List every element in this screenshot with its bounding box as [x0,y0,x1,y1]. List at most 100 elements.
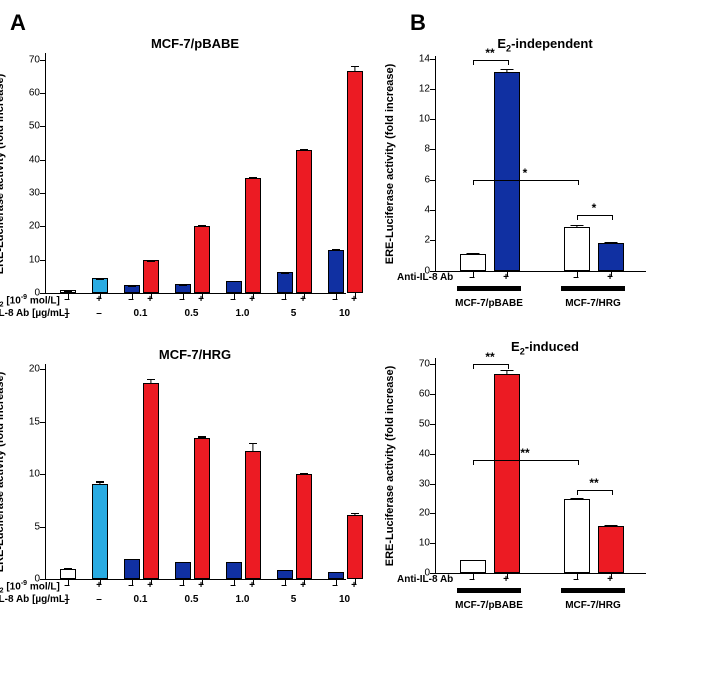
y-tick-label: 20 [16,364,40,375]
y-tick-label: 70 [16,54,40,65]
x-tick-e2: + [96,580,102,591]
x-tick-e2: + [351,580,357,591]
group-underline [561,286,625,291]
significance-bracket [473,460,579,465]
bar [124,559,140,579]
bar [175,284,191,293]
x-tick-e2: – [332,294,338,305]
plot-area: 010203040506070****** [435,358,646,574]
significance-bracket [577,215,613,220]
y-axis-label: ERE-Luciferase activity (fold increase) [384,63,396,264]
group-underline [561,588,625,593]
chart: MCF-7/HRGERE-Luciferase activity (fold i… [10,347,380,608]
x-row-ab-label: Anti-IL-8 Ab [µg/mL] [0,308,93,319]
y-tick-label: 14 [406,53,430,64]
bar [598,243,624,270]
x-tick-ab: 0.1 [134,594,148,605]
bar [296,150,312,293]
x-tick-ab: – [96,594,102,605]
y-tick-label: 2 [406,235,430,246]
x-tick-e2: + [300,294,306,305]
chart: E2-independentERE-Luciferase activity (f… [400,36,690,314]
y-tick-label: 30 [406,478,430,489]
x-tick-ab: – [469,574,475,585]
x-row-ab-label: Anti-IL-8 Ab [µg/mL] [0,594,93,605]
bar [60,569,76,579]
bar [328,572,344,579]
y-axis-label: ERE-Luciferase activity (fold increase) [0,372,6,573]
bar [194,226,210,293]
significance-bracket [473,180,579,185]
bar [296,474,312,579]
x-row-ab-label: Anti-IL-8 Ab [397,574,517,585]
x-tick-e2: + [147,580,153,591]
y-tick-label: 20 [406,508,430,519]
chart: MCF-7/pBABEERE-Luciferase activity (fold… [10,36,380,322]
y-tick-label: 15 [16,416,40,427]
significance-bracket [473,60,509,65]
x-tick-ab: 0.5 [185,594,199,605]
significance-text: * [523,166,528,180]
x-row-ab-label: Anti-IL-8 Ab [397,272,517,283]
y-axis-label: ERE-Luciferase activity (fold increase) [384,366,396,567]
x-tick-ab: – [96,308,102,319]
x-tick-e2: – [128,580,134,591]
x-tick-e2: – [179,580,185,591]
x-tick-ab: + [607,272,613,283]
x-tick-e2: – [281,580,287,591]
y-tick-label: 4 [406,205,430,216]
x-tick-ab: + [503,272,509,283]
x-tick-ab: – [573,272,579,283]
chart-title: MCF-7/HRG [10,347,380,362]
chart: E2-inducedERE-Luciferase activity (fold … [400,339,690,617]
y-tick-label: 10 [16,254,40,265]
bar [460,560,486,573]
y-tick-label: 50 [16,121,40,132]
x-tick-ab: 0.5 [185,308,199,319]
x-tick-e2: – [179,294,185,305]
x-tick-ab: 1.0 [236,594,250,605]
group-label: MCF-7/HRG [565,298,621,309]
plot-area: 02468101214**** [435,56,646,272]
x-tick-e2: – [64,294,70,305]
bar [92,278,108,293]
bar [494,72,520,270]
bar [328,250,344,293]
x-tick-e2: + [249,580,255,591]
group-underline [457,286,521,291]
x-tick-ab: – [64,308,70,319]
bar [175,562,191,579]
group-underline [457,588,521,593]
bar [277,570,293,579]
y-tick-label: 5 [16,521,40,532]
x-tick-ab: – [64,594,70,605]
bar [598,526,624,573]
x-tick-e2: + [198,580,204,591]
y-tick-label: 20 [16,221,40,232]
y-tick-label: 40 [406,448,430,459]
bar [564,499,590,573]
y-tick-label: 60 [16,88,40,99]
x-tick-e2: + [147,294,153,305]
panel-a-label: A [10,10,380,36]
x-tick-ab: + [607,574,613,585]
panel-a: A MCF-7/pBABEERE-Luciferase activity (fo… [10,10,380,641]
bar [92,484,108,579]
x-tick-e2: – [230,294,236,305]
x-tick-ab: 10 [339,594,350,605]
x-tick-e2: – [64,580,70,591]
x-tick-e2: + [249,294,255,305]
chart-title: E2-induced [400,339,690,357]
y-tick-label: 60 [406,389,430,400]
x-tick-ab: – [573,574,579,585]
significance-text: ** [520,446,529,460]
bar [347,71,363,293]
group-label: MCF-7/HRG [565,600,621,611]
significance-text: ** [485,350,494,364]
significance-bracket [473,364,509,369]
bar [564,227,590,271]
x-tick-ab: – [469,272,475,283]
bar [460,254,486,271]
y-tick-label: 70 [406,359,430,370]
x-tick-e2: – [230,580,236,591]
